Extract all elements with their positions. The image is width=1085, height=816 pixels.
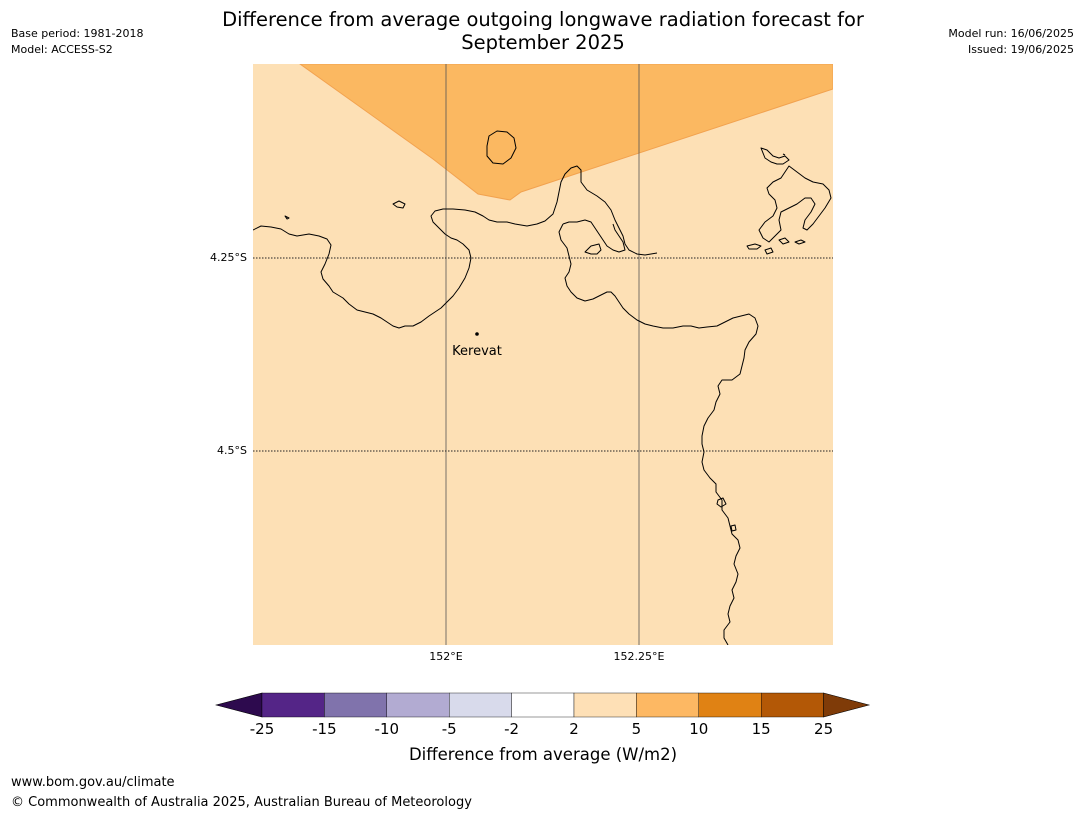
footer-copyright: © Commonwealth of Australia 2025, Austra… [11,795,472,810]
colorbar-seg-neg2-2 [511,692,575,718]
model-run-text: Model run: 16/06/2025 [948,27,1074,40]
category-5-10-region [299,64,833,201]
map-svg: Kerevat [253,64,833,645]
colorbar-tick-neg2: -2 [504,720,520,738]
colorbar-tick-2: 2 [569,720,579,738]
map-panel: Kerevat [253,64,833,645]
colorbar-tick-5: 5 [631,720,642,738]
colorbar-tick-neg25: -25 [249,720,275,738]
coastline [253,130,832,645]
colorbar-seg-10-15 [698,692,762,718]
model-text: Model: ACCESS-S2 [11,43,113,56]
colorbar [214,690,871,724]
metadata-right: Model run: 16/06/2025 Issued: 19/06/2025 [948,26,1074,58]
colorbar-seg-neg25-neg15 [261,692,325,718]
map-title: Difference from average outgoing longwav… [193,8,893,54]
colorbar-tick-10: 10 [689,720,709,738]
gridlines [253,64,833,645]
colorbar-tick-neg15: -15 [312,720,337,738]
lon-label-152-25: 152.25°E [613,650,665,663]
colorbar-tick-25: 25 [814,720,834,738]
colorbar-tick-neg10: -10 [374,720,400,738]
colorbar-seg-2-5 [573,692,637,718]
issued-text: Issued: 19/06/2025 [967,43,1074,56]
colorbar-seg-neg5-neg2 [448,692,512,718]
colorbar-under-arrow [214,692,263,718]
kerevat-label: Kerevat [452,344,502,359]
title-line-2: September 2025 [461,31,625,54]
lat-label-4-25: 4.25°S [210,251,247,264]
kerevat-marker [475,332,479,336]
colorbar-seg-neg10-neg5 [386,692,450,718]
colorbar-over-arrow [823,692,871,718]
title-line-1: Difference from average outgoing longwav… [222,8,864,31]
base-period-text: Base period: 1981-2018 [11,27,144,40]
colorbar-tick-15: 15 [751,720,771,738]
footer-url: www.bom.gov.au/climate [11,775,175,790]
colorbar-seg-15-25 [761,692,824,718]
lat-label-4-5: 4.5°S [217,444,247,457]
lon-label-152: 152°E [429,650,463,663]
colorbar-svg [214,692,871,718]
metadata-left: Base period: 1981-2018 Model: ACCESS-S2 [11,26,143,58]
colorbar-label: Difference from average (W/m2) [408,745,678,764]
colorbar-tick-neg5: -5 [441,720,457,738]
colorbar-seg-neg15-neg10 [324,692,388,718]
colorbar-seg-5-10 [636,692,699,718]
